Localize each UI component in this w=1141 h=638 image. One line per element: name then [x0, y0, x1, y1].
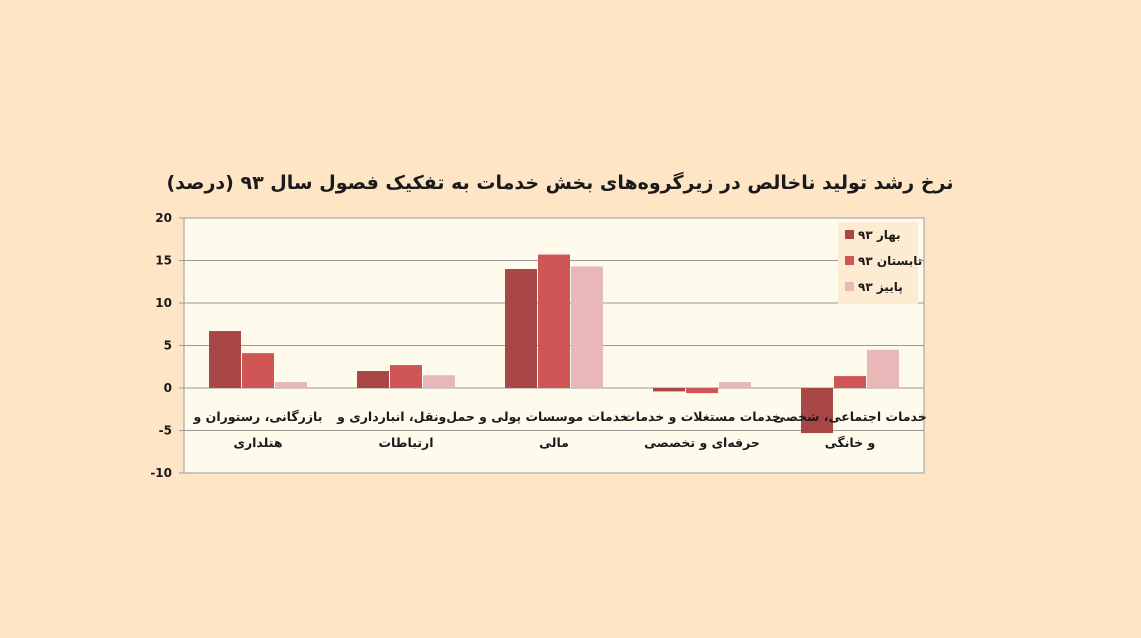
bar [390, 365, 422, 388]
legend-swatch [845, 282, 854, 291]
y-tick-label: 20 [155, 211, 172, 225]
category-label: حمل‌ونقل، انبارداری و [336, 409, 475, 424]
legend-label: پاییز ۹۳ [858, 280, 903, 294]
y-tick-label: 15 [155, 254, 172, 268]
bar [275, 382, 307, 388]
category-label: خدمات مستغلات و خدمات [623, 409, 781, 424]
bar [242, 353, 274, 388]
y-tick-label: 5 [164, 339, 172, 353]
legend-swatch [845, 230, 854, 239]
bar [538, 254, 570, 388]
bar [423, 375, 455, 388]
y-tick-label: -10 [150, 466, 172, 480]
bar [571, 266, 603, 388]
bar [801, 388, 833, 434]
bar [209, 331, 241, 388]
category-label: خدمات اجتماعی، شخصی [773, 409, 927, 424]
category-label: هتلداری [233, 435, 282, 450]
bar [357, 371, 389, 388]
category-label: ارتباطات [379, 435, 434, 450]
bar [505, 269, 537, 388]
y-tick-label: 10 [155, 296, 172, 310]
bar [867, 349, 899, 388]
category-label: و خانگی [825, 435, 875, 450]
bar [834, 376, 866, 388]
legend-label: تابستان ۹۳ [858, 254, 922, 268]
bar [719, 382, 751, 388]
y-tick-label: 0 [164, 381, 172, 395]
category-label: مالی [539, 435, 569, 450]
category-label: بازرگانی، رستوران و [193, 409, 323, 424]
y-tick-label: -5 [159, 424, 172, 438]
legend-label: بهار ۹۳ [858, 228, 901, 242]
bar [686, 388, 718, 394]
chart-title: نرخ رشد تولید ناخالص در زیرگروه‌های بخش … [166, 172, 954, 194]
category-label: خدمات موسسات پولی و [478, 409, 629, 424]
bar [653, 388, 685, 392]
legend-swatch [845, 256, 854, 265]
category-label: حرفه‌ای و تخصصی [644, 435, 760, 450]
